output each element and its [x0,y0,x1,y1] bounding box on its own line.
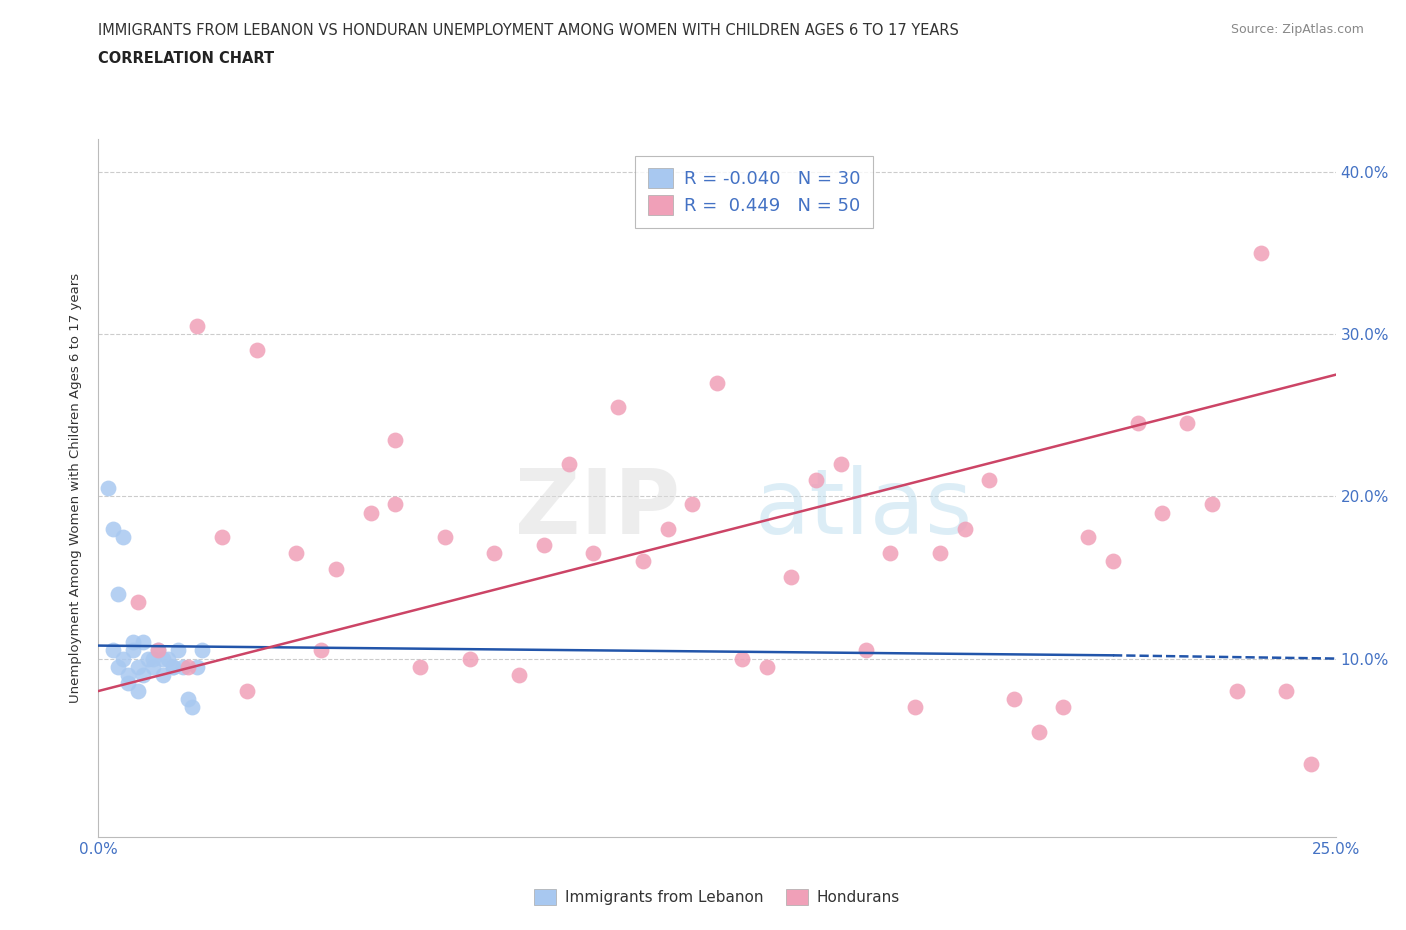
Point [246,343,269,358]
Point [755,659,778,674]
Text: atlas: atlas [754,465,973,553]
Point [879,546,901,561]
Point [557,457,579,472]
Point [1175,416,1198,431]
Point [582,546,605,561]
Text: CORRELATION CHART: CORRELATION CHART [98,51,274,66]
Point [127,659,149,674]
Point [508,668,530,683]
Point [176,659,198,674]
Point [804,472,827,487]
Point [166,643,188,658]
Point [979,472,1001,487]
Point [191,643,214,658]
Text: IMMIGRANTS FROM LEBANON VS HONDURAN UNEMPLOYMENT AMONG WOMEN WITH CHILDREN AGES : IMMIGRANTS FROM LEBANON VS HONDURAN UNEM… [98,23,959,38]
Point [780,570,803,585]
Text: Source: ZipAtlas.com: Source: ZipAtlas.com [1230,23,1364,36]
Point [1028,724,1050,739]
Point [156,651,179,666]
Point [953,522,976,537]
Point [103,643,125,658]
Point [132,668,155,683]
Point [928,546,950,561]
Point [309,643,332,658]
Point [706,376,728,391]
Point [162,659,184,674]
Point [384,497,406,512]
Point [136,651,159,666]
Point [731,651,754,666]
Point [112,529,135,544]
Point [152,668,174,683]
Point [152,651,174,666]
Point [904,699,927,714]
Point [97,481,120,496]
Point [132,635,155,650]
Point [176,692,198,707]
Point [107,659,129,674]
Point [681,497,703,512]
Point [122,635,145,650]
Point [117,668,139,683]
Point [409,659,432,674]
Point [533,538,555,552]
Point [122,643,145,658]
Point [1299,757,1322,772]
Point [1250,246,1272,260]
Point [127,684,149,698]
Point [433,529,456,544]
Point [1102,553,1125,568]
Point [236,684,259,698]
Point [181,699,204,714]
Point [211,529,233,544]
Point [142,651,165,666]
Point [1275,684,1298,698]
Point [1226,684,1249,698]
Point [127,594,149,609]
Point [855,643,877,658]
Point [1077,529,1099,544]
Legend: Immigrants from Lebanon, Hondurans: Immigrants from Lebanon, Hondurans [526,882,908,913]
Point [172,659,194,674]
Point [830,457,852,472]
Point [360,505,382,520]
Point [657,522,679,537]
Point [1201,497,1223,512]
Point [285,546,308,561]
Point [186,659,208,674]
Point [1152,505,1174,520]
Point [146,643,169,658]
Text: ZIP: ZIP [515,465,681,553]
Point [325,562,347,577]
Point [107,586,129,601]
Point [384,432,406,447]
Point [484,546,506,561]
Point [186,319,208,334]
Point [607,400,630,415]
Point [1002,692,1025,707]
Point [1126,416,1149,431]
Point [103,522,125,537]
Point [1052,699,1074,714]
Point [117,675,139,690]
Point [112,651,135,666]
Point [458,651,481,666]
Point [631,553,654,568]
Y-axis label: Unemployment Among Women with Children Ages 6 to 17 years: Unemployment Among Women with Children A… [69,273,83,703]
Point [162,659,184,674]
Point [146,643,169,658]
Point [142,659,165,674]
